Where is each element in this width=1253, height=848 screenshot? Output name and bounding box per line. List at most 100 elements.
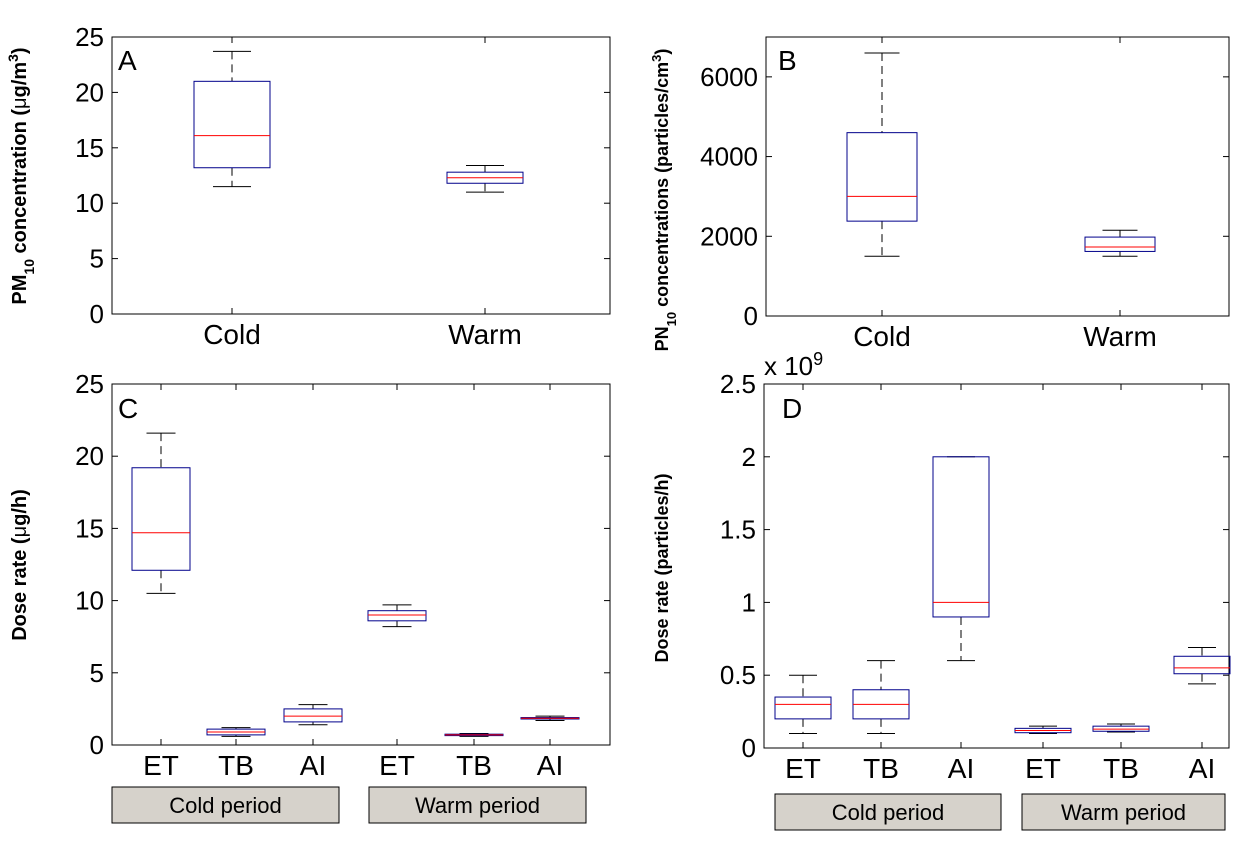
- box-iqr: [774, 696, 832, 720]
- box-plot-warm: [1084, 229, 1156, 257]
- panel-b: 0 2000 4000 6000 Cold Warm B PN10 concentration…: [649, 36, 1230, 352]
- box-plot-ai: [932, 456, 990, 662]
- axes-frame: [111, 383, 611, 746]
- y-label-subscript: 10: [664, 312, 679, 326]
- exponent-base: x 10: [764, 351, 813, 381]
- exponent-superscript: 9: [813, 349, 823, 369]
- y-tick-label: 0: [90, 299, 104, 329]
- x-category-label: AI: [537, 750, 563, 781]
- x-category-label: TB: [863, 753, 899, 784]
- y-label-mu: μ: [9, 526, 31, 538]
- box-plot-tb: [852, 660, 910, 734]
- y-tick-label: 2: [742, 442, 756, 472]
- y-tick-label: 5: [90, 244, 104, 274]
- box-plot-cold: [193, 50, 271, 188]
- box-plot-et: [774, 674, 832, 734]
- y-tick-label: 4000: [700, 142, 758, 172]
- box-plot-et: [367, 604, 427, 628]
- panel-label: C: [118, 393, 138, 424]
- y-tick-label: 2000: [700, 221, 758, 251]
- group-box-warm: [1021, 793, 1226, 831]
- box-iqr: [283, 708, 343, 723]
- y-tick-label: 25: [75, 369, 104, 399]
- x-category-label: ET: [1025, 753, 1061, 784]
- box-plot-et: [131, 432, 191, 594]
- panel-c: 0 5 10 15 20 25 ET TB AI ET TB AI C Dose rate (μg/h) C…: [9, 369, 611, 824]
- y-tick-label: 1.5: [720, 515, 756, 545]
- axes-frame: [111, 36, 611, 315]
- y-axis-label: PN10 concentrations (particles/cm3): [649, 49, 679, 352]
- y-label-text: concentration (: [9, 109, 31, 259]
- box-plot-ai: [520, 715, 580, 721]
- x-category-label: Warm: [1083, 321, 1157, 352]
- x-category-label: AI: [300, 750, 326, 781]
- y-tick-label: 0.5: [720, 660, 756, 690]
- group-box-cold: [111, 786, 340, 824]
- x-category-label: Cold: [853, 321, 911, 352]
- group-box-cold: [774, 793, 1002, 831]
- x-category-label: ET: [379, 750, 415, 781]
- y-tick-label: 10: [75, 188, 104, 218]
- y-tick-label: 2.5: [720, 369, 756, 399]
- x-category-label: AI: [1189, 753, 1215, 784]
- y-tick-label: 15: [75, 133, 104, 163]
- y-label-text: Dose rate (: [9, 537, 31, 641]
- x-category-label: Warm: [448, 319, 522, 350]
- y-label-text: Dose rate (particles/h): [652, 473, 672, 662]
- y-label-text: ): [9, 47, 31, 54]
- box-iqr: [1173, 655, 1231, 675]
- box-iqr: [193, 80, 271, 169]
- y-label-text: g/h): [9, 489, 31, 526]
- x-category-label: ET: [785, 753, 821, 784]
- y-tick-label: 25: [75, 22, 104, 52]
- box-plot-et: [1014, 725, 1072, 734]
- box-plot-warm: [446, 165, 524, 193]
- box-plot-tb: [206, 727, 266, 737]
- x-category-label: ET: [143, 750, 179, 781]
- panel-label: D: [782, 393, 802, 424]
- x-category-label: TB: [456, 750, 492, 781]
- y-tick-label: 0: [742, 733, 756, 763]
- x-category-label: AI: [948, 753, 974, 784]
- group-label: Cold period: [169, 793, 282, 818]
- y-tick-label: 5: [90, 658, 104, 688]
- y-label-text: ): [652, 49, 672, 55]
- axes-frame: [763, 383, 1230, 749]
- y-tick-label: 1: [742, 587, 756, 617]
- x-category-label: TB: [1103, 753, 1139, 784]
- y-tick-label: 0: [744, 301, 758, 331]
- group-label: Warm period: [1061, 800, 1186, 825]
- y-label-subscript: 10: [21, 259, 37, 275]
- y-tick-label: 20: [75, 441, 104, 471]
- box-plot-tb: [444, 732, 504, 737]
- box-iqr: [367, 610, 427, 622]
- panel-label: A: [118, 45, 137, 76]
- y-label-text: PM: [9, 275, 31, 305]
- y-label-superscript: 3: [5, 54, 21, 62]
- y-axis-label: Dose rate (μg/h): [9, 489, 31, 641]
- x-category-label: Cold: [203, 319, 261, 350]
- box-plot-cold: [846, 52, 918, 257]
- panel-label: B: [778, 45, 797, 76]
- axes-frame: [765, 36, 1230, 317]
- y-label-text: concentrations (particles/cm: [652, 62, 672, 312]
- axis-exponent: x 109: [764, 349, 823, 381]
- box-iqr: [846, 132, 918, 222]
- box-iqr: [1084, 236, 1156, 252]
- box-plot-tb: [1092, 723, 1150, 733]
- group-label: Warm period: [415, 793, 540, 818]
- box-iqr: [131, 467, 191, 571]
- group-box-warm: [368, 786, 587, 824]
- y-tick-label: 0: [90, 730, 104, 760]
- panel-d: 0 0.5 1 1.5 2 2.5 ET TB AI ET TB AI D Dose rate (part…: [652, 349, 1231, 831]
- x-category-label: TB: [218, 750, 254, 781]
- group-label: Cold period: [832, 800, 945, 825]
- y-tick-label: 20: [75, 77, 104, 107]
- box-plot-ai: [283, 704, 343, 726]
- y-label-text: PN: [652, 326, 672, 351]
- y-axis-label: Dose rate (particles/h): [652, 473, 672, 662]
- box-iqr: [932, 456, 990, 618]
- y-tick-label: 10: [75, 586, 104, 616]
